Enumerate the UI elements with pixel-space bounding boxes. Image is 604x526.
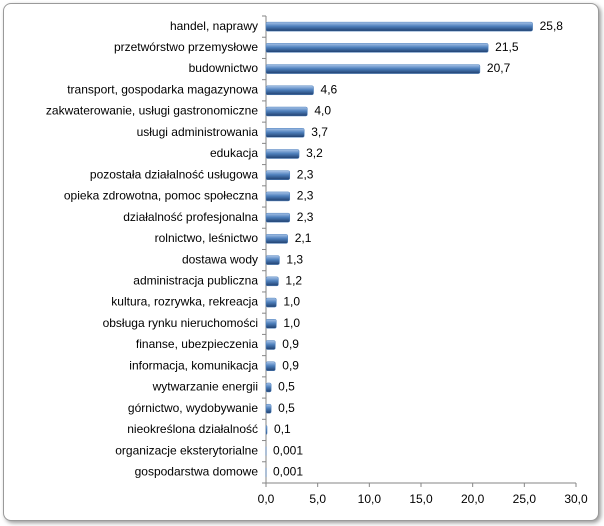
y-tick-label: rolnictwo, leśnictwo [155, 231, 259, 245]
bar [265, 319, 277, 329]
y-tick-label: finanse, ubezpieczenia [136, 337, 258, 351]
value-label: 2,3 [297, 210, 314, 224]
bar [265, 212, 291, 223]
y-tick-label: organizacje eksterytorialne [115, 443, 258, 457]
value-label: 21,5 [495, 40, 519, 54]
value-label: 2,3 [297, 189, 314, 203]
value-label: 2,3 [297, 167, 314, 181]
bar [265, 276, 279, 287]
y-tick-label: kultura, rozrywka, rekreacja [111, 295, 258, 309]
y-tick-label: administracja publiczna [133, 274, 258, 288]
y-tick-label: działalność profesjonalna [123, 210, 258, 224]
value-label: 2,1 [295, 231, 312, 245]
bar [265, 382, 272, 393]
value-label: 0,001 [273, 465, 303, 479]
y-tick-label: obsługa rynku nieruchomości [103, 316, 258, 330]
bar [265, 21, 533, 32]
bar [265, 403, 272, 414]
bar [265, 106, 308, 117]
x-tick-label: 20,0 [461, 492, 485, 506]
value-label: 0,9 [282, 337, 299, 351]
y-tick-label: gospodarstwa domowe [135, 465, 259, 479]
value-label: 3,2 [306, 146, 323, 160]
bar [265, 149, 300, 159]
y-tick-label: wytwarzanie energii [152, 380, 258, 394]
bar [265, 170, 291, 180]
bar [265, 234, 288, 244]
x-tick-label: 10,0 [358, 492, 382, 506]
y-tick-label: opieka zdrowotna, pomoc społeczna [64, 189, 258, 203]
value-label: 1,2 [285, 274, 302, 288]
bar [265, 255, 280, 265]
bar [265, 85, 314, 96]
bar [265, 425, 268, 435]
y-tick-label: pozostała działalność usługowa [90, 167, 258, 181]
y-tick-label: nieokreślona działalność [127, 422, 258, 436]
value-label: 0,001 [273, 443, 303, 457]
y-tick-label: informacja, komunikacja [129, 358, 258, 372]
value-label: 3,7 [311, 125, 328, 139]
y-tick-label: transport, gospodarka magazynowa [67, 82, 258, 96]
y-tick-label: edukacja [210, 146, 258, 160]
x-tick-label: 0,0 [258, 492, 275, 506]
x-tick-label: 30,0 [564, 492, 588, 506]
bar [265, 128, 305, 138]
value-label: 20,7 [487, 61, 511, 75]
y-tick-label: przetwórstwo przemysłowe [114, 40, 258, 54]
value-label: 0,9 [282, 358, 299, 372]
value-label: 1,3 [286, 252, 303, 266]
value-label: 0,5 [278, 380, 295, 394]
bar [265, 191, 291, 202]
value-label: 4,0 [314, 104, 331, 118]
bar [265, 340, 276, 350]
y-tick-label: górnictwo, wydobywanie [128, 401, 258, 415]
bar [265, 297, 277, 308]
x-tick-label: 25,0 [513, 492, 537, 506]
value-label: 1,0 [283, 295, 300, 309]
y-tick-label: handel, naprawy [170, 19, 258, 33]
bar [265, 43, 489, 53]
bar [265, 361, 276, 371]
y-tick-label: budownictwo [189, 61, 259, 75]
value-label: 0,1 [274, 422, 291, 436]
value-label: 1,0 [283, 316, 300, 330]
y-tick-label: dostawa wody [182, 252, 258, 266]
y-tick-label: usługi administrowania [137, 125, 259, 139]
y-tick-label: zakwaterowanie, usługi gastronomiczne [46, 104, 258, 118]
value-label: 25,8 [540, 19, 564, 33]
x-tick-label: 15,0 [409, 492, 433, 506]
value-label: 0,5 [278, 401, 295, 415]
bar [265, 64, 481, 74]
value-label: 4,6 [321, 82, 338, 96]
x-tick-label: 5,0 [309, 492, 326, 506]
